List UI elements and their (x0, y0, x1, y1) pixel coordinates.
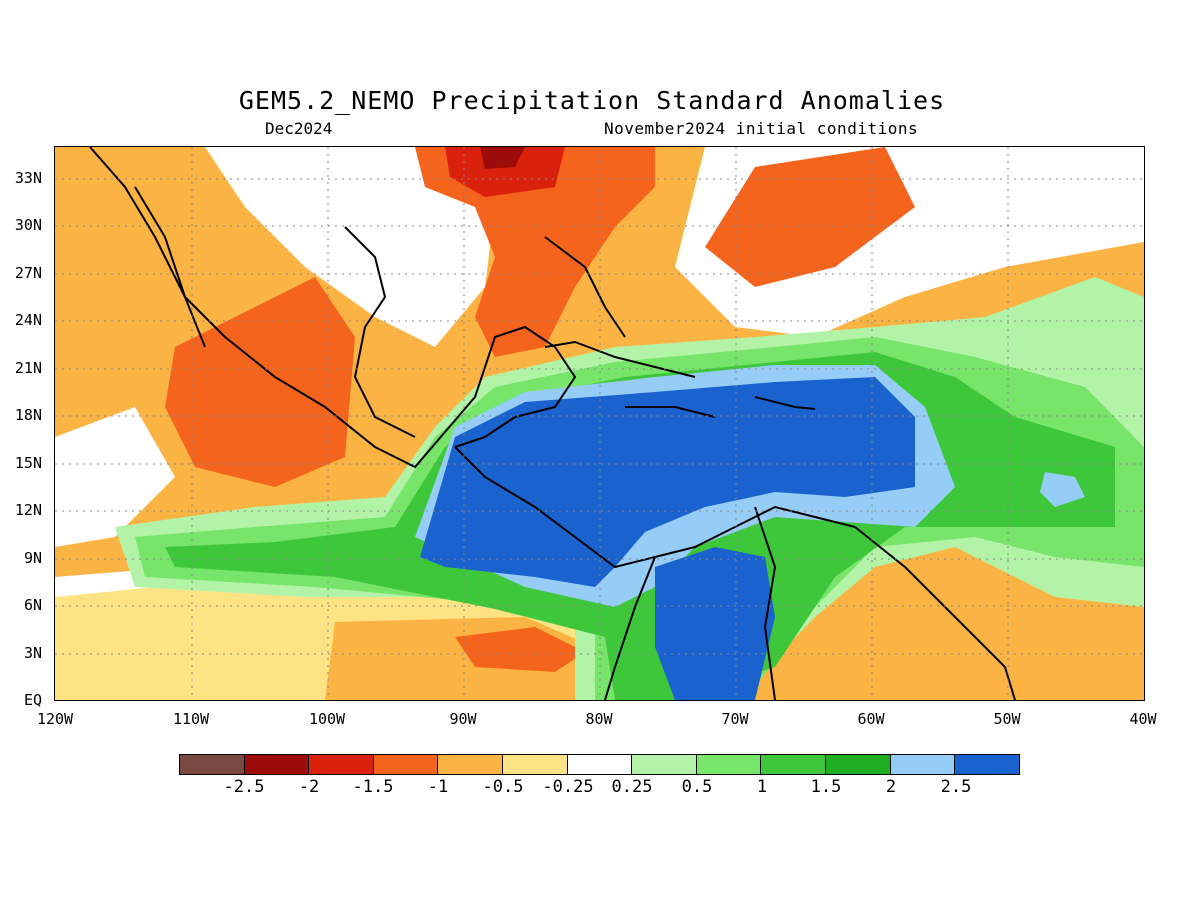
x-tick-label: 80W (585, 710, 613, 728)
white-band-west (55, 407, 175, 547)
initial-conditions-note: November2024 initial conditions (604, 119, 919, 138)
x-tick-label: 90W (449, 710, 477, 728)
dry-northeast-moderate (705, 147, 915, 287)
y-tick-label: 12N (14, 501, 42, 519)
x-tick-label: 60W (857, 710, 885, 728)
y-tick-label: 27N (14, 264, 42, 282)
colorbar-label: -1.5 (352, 777, 394, 797)
colorbar-label: -0.25 (542, 777, 594, 797)
map-plot-area (54, 146, 1145, 701)
colorbar-swatch (890, 755, 956, 774)
coastlines (89, 147, 1016, 700)
colorbar-label: 0.5 (681, 777, 713, 797)
colorbar-label: 1 (756, 777, 768, 797)
y-tick-label: 24N (14, 311, 42, 329)
colorbar-swatch (826, 755, 891, 774)
wet-extreme-south (655, 547, 775, 700)
colorbar-swatch (180, 755, 245, 774)
forecast-period: Dec2024 (265, 119, 333, 138)
colorbar-label: -1 (427, 777, 449, 797)
y-tick-label: 6N (23, 596, 42, 614)
colorbar-swatch (438, 755, 504, 774)
anomaly-map (55, 147, 1144, 700)
y-tick-label: EQ (23, 691, 42, 709)
colorbar-label: -0.5 (482, 777, 524, 797)
wet-extreme-core (420, 377, 915, 587)
y-tick-label: 21N (14, 359, 42, 377)
y-tick-label: 9N (23, 549, 42, 567)
white-band-north (205, 147, 495, 347)
graticule (55, 147, 1144, 700)
y-tick-label: 18N (14, 406, 42, 424)
x-tick-label: 120W (36, 710, 74, 728)
y-tick-label: 33N (14, 169, 42, 187)
colorbar-swatch (309, 755, 374, 774)
colorbar-label: 2.5 (940, 777, 972, 797)
dry-north-moderate (415, 147, 655, 357)
dry-west-moderate (165, 277, 355, 487)
colorbar-swatch (373, 755, 439, 774)
red-south (455, 627, 585, 672)
colorbar-swatch (567, 755, 633, 774)
x-tick-label: 50W (993, 710, 1021, 728)
y-tick-label: 30N (14, 216, 42, 234)
colorbar-label: -2.5 (223, 777, 265, 797)
colorbar-swatch (955, 755, 1019, 774)
colorbar-swatch (696, 755, 762, 774)
x-tick-label: 70W (721, 710, 749, 728)
x-tick-label: 100W (308, 710, 346, 728)
wet-very-island (1040, 472, 1085, 507)
y-tick-label: 3N (23, 644, 42, 662)
dry-north-core (480, 147, 525, 169)
colorbar-swatch (503, 755, 568, 774)
y-tick-label: 15N (14, 454, 42, 472)
x-tick-label: 110W (172, 710, 210, 728)
colorbar-label: 0.25 (611, 777, 653, 797)
colorbar-swatch (761, 755, 827, 774)
colorbar (179, 754, 1020, 775)
colorbar-swatch (244, 755, 310, 774)
colorbar-label: -2 (298, 777, 320, 797)
colorbar-label: 1.5 (810, 777, 842, 797)
x-tick-label: 40W (1129, 710, 1157, 728)
chart-title: GEM5.2_NEMO Precipitation Standard Anoma… (238, 86, 946, 115)
colorbar-label: 2 (885, 777, 897, 797)
dry-north-strong (445, 147, 565, 197)
colorbar-swatch (632, 755, 697, 774)
